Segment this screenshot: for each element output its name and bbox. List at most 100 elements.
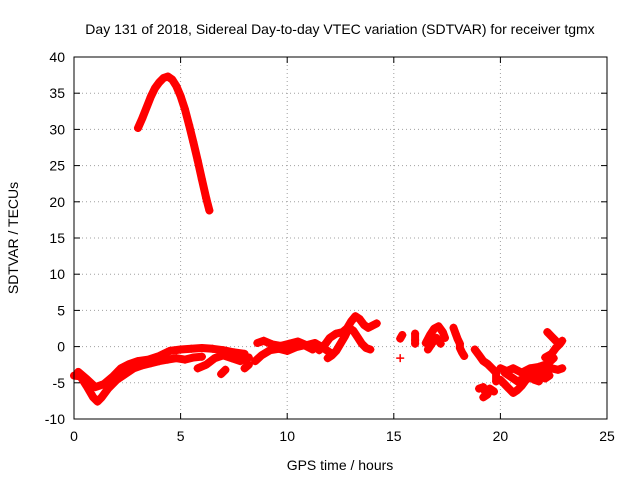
data-point-marker [490,387,499,396]
data-point-marker [526,370,535,379]
data-point-marker [362,344,371,353]
data-point-marker [259,336,268,345]
y-tick-label: 0 [57,339,65,355]
series-19 [479,390,492,402]
data-point-marker [558,364,567,373]
chart-title: Day 131 of 2018, Sidereal Day-to-day VTE… [85,21,594,37]
series-6 [240,360,253,373]
data-point-marker [325,333,334,342]
data-point-marker [451,329,460,338]
x-axis-label: GPS time / hours [287,457,394,473]
data-point-marker [332,329,341,338]
data-point-marker [553,365,562,374]
data-point-marker [146,92,155,101]
data-point-marker [163,72,172,81]
data-point-marker [172,354,181,363]
data-point-marker [180,105,189,114]
y-tick-label: 25 [49,158,65,174]
data-point-marker [276,341,285,350]
data-point-marker [332,346,341,355]
series-4 [193,351,253,373]
data-point-marker [347,317,356,326]
series-5 [217,365,230,379]
data-point-marker [142,103,151,112]
data-point-marker [551,336,560,345]
series-12 [396,354,405,363]
data-point-marker [208,344,217,353]
data-point-marker [144,355,153,364]
data-point-marker [513,386,522,395]
data-point-marker [483,390,492,399]
x-tick-label: 5 [177,428,185,444]
series-band [496,373,543,397]
data-point-marker [323,354,332,363]
data-point-marker [133,357,142,366]
series-17 [470,345,501,386]
data-point-marker [315,346,324,355]
series-16 [449,323,469,361]
data-point-marker [210,354,219,363]
data-point-marker [251,357,260,366]
data-point-marker [219,351,228,360]
data-point-marker [221,365,230,374]
data-point-marker [492,368,501,377]
data-point-marker [545,371,554,380]
data-point-marker [449,323,458,332]
data-point-marker [336,339,345,348]
data-point-marker [483,359,492,368]
data-point-marker [159,73,168,82]
data-point-marker [217,370,226,379]
data-point-marker [423,345,432,354]
data-point-marker [185,121,194,130]
x-tick-label: 20 [493,428,509,444]
data-point-marker [321,339,330,348]
data-point-marker [244,353,253,362]
data-point-marker [398,331,407,340]
data-point-marker [180,355,189,364]
data-series [70,72,567,406]
data-point-marker [268,340,277,349]
data-point-marker [479,393,488,402]
data-point-marker [355,315,364,324]
data-point-marker [193,364,202,373]
data-point-marker [500,368,509,377]
x-tick-label: 15 [386,428,402,444]
data-point-marker [176,345,185,354]
y-axis-label: SDTVAR / TECUs [5,182,21,294]
data-point-marker [426,331,435,340]
data-point-marker [236,357,245,366]
data-point-marker [366,345,375,354]
data-point-marker [327,351,336,360]
data-point-marker [507,373,516,382]
data-point-marker [310,338,319,347]
data-point-marker [504,384,513,393]
data-point-marker [543,328,552,337]
data-point-marker [285,339,294,348]
data-point-marker [351,312,360,321]
data-point-marker [541,353,550,362]
data-point-marker [479,357,488,366]
series-band [470,345,501,386]
data-point-marker [519,374,528,383]
y-tick-label: 5 [57,302,65,318]
data-point-marker [244,360,253,369]
data-point-marker [91,383,100,392]
data-point-marker [227,354,236,363]
data-point-marker [133,123,142,132]
data-point-marker [432,333,441,342]
data-point-marker [430,324,439,333]
data-point-marker [151,84,160,93]
series-26 [541,371,554,383]
data-point-marker [496,375,505,384]
data-point-marker [541,374,550,383]
data-point-marker [197,344,206,353]
data-point-marker [509,364,518,373]
y-tick-label: 30 [49,121,65,137]
data-point-marker [125,359,134,368]
data-point-marker [189,138,198,147]
data-point-marker [475,351,484,360]
data-point-marker [155,78,164,87]
data-point-marker [349,326,358,335]
data-point-marker [509,388,518,397]
